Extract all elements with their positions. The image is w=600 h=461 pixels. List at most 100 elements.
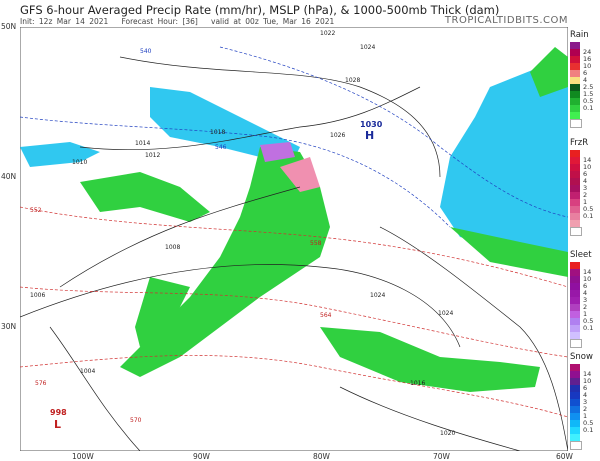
high-pressure-center: 1030 H — [360, 120, 383, 142]
legend-swatch — [570, 378, 580, 385]
legend-label: 6 — [583, 69, 588, 77]
thickness-labels: 552 558 564 570 576 — [30, 207, 332, 424]
legend-label: 0.1 — [583, 104, 594, 112]
legend-swatch — [570, 311, 580, 318]
legend-swatch — [570, 213, 580, 220]
lon-label: 90W — [193, 452, 210, 461]
legend-label: 3 — [583, 184, 588, 192]
legend-swatch — [570, 427, 580, 434]
legend-swatch — [570, 434, 580, 441]
svg-text:1028: 1028 — [345, 77, 360, 84]
thickness-warm — [20, 206, 568, 418]
legend-swatch — [570, 392, 580, 399]
legend-label: 10 — [583, 377, 592, 385]
legend-swatch — [570, 325, 580, 332]
map-title: GFS 6-hour Averaged Precip Rate (mm/hr),… — [20, 3, 500, 17]
legend-label: 0.5 — [583, 317, 594, 325]
legend-swatch — [570, 70, 580, 77]
legend-label: 2 — [583, 303, 588, 311]
legend-label: 24 — [583, 48, 592, 56]
legend-label: 1.5 — [583, 90, 594, 98]
svg-text:H: H — [365, 129, 374, 142]
legend-label: 1 — [583, 198, 588, 206]
legend-swatch — [570, 399, 580, 406]
lat-label: 50N — [1, 22, 17, 31]
legend-label: 4 — [583, 177, 588, 185]
legend-frzr: FrzR 14 10 6 4 3 2 1 0.5 0.1 — [570, 138, 600, 236]
legend-sleet: Sleet 14 10 6 4 3 2 1 0.5 0.1 — [570, 250, 600, 348]
lat-label: 40N — [1, 172, 17, 181]
svg-text:576: 576 — [35, 380, 47, 387]
legend-swatch — [570, 63, 580, 70]
legend-swatch — [570, 192, 580, 199]
legend-rain: Rain 24 16 10 6 4 2.5 1.5 0.5 0.1 — [570, 30, 600, 128]
svg-text:558: 558 — [310, 240, 322, 247]
precip-continental — [20, 87, 540, 392]
legend-swatch — [570, 227, 582, 236]
thickness-labels-cold: 540 546 — [140, 48, 227, 151]
svg-text:1004: 1004 — [80, 368, 95, 375]
legend-label: 10 — [583, 62, 592, 70]
legend-swatch — [570, 441, 582, 450]
legend-swatch — [570, 98, 580, 105]
legend-swatch — [570, 339, 582, 348]
svg-text:1024: 1024 — [438, 310, 453, 317]
legend-swatch — [570, 91, 580, 98]
legend-label: 0.5 — [583, 205, 594, 213]
isobars — [20, 56, 568, 451]
svg-text:1006: 1006 — [30, 292, 45, 299]
svg-text:546: 546 — [215, 144, 227, 151]
legend-swatch — [570, 283, 580, 290]
legend-swatch — [570, 206, 580, 213]
legend-swatch — [570, 269, 580, 276]
legend-swatch — [570, 164, 580, 171]
legend-label: 16 — [583, 55, 592, 63]
legend-label: 0.5 — [583, 419, 594, 427]
legend-label: 6 — [583, 282, 588, 290]
legend-swatch — [570, 297, 580, 304]
legend-swatch — [570, 157, 580, 164]
weather-map: 1022 1024 1028 1026 1018 1014 1012 1010 … — [20, 27, 568, 451]
svg-text:1030: 1030 — [360, 120, 383, 129]
legend-label: 0.1 — [583, 212, 594, 220]
svg-text:1022: 1022 — [320, 30, 335, 37]
legend-swatch — [570, 413, 580, 420]
svg-text:1014: 1014 — [135, 140, 150, 147]
legend-swatch — [570, 56, 580, 63]
legend-title: FrzR — [570, 138, 589, 148]
legend-label: 10 — [583, 275, 592, 283]
legend-label: 6 — [583, 170, 588, 178]
legend-label: 3 — [583, 398, 588, 406]
lon-label: 100W — [72, 452, 94, 461]
legend-swatch — [570, 276, 580, 283]
isobar-labels: 1022 1024 1028 1026 1018 1014 1012 1010 … — [30, 30, 455, 437]
valid-time: valid at 00z Tue, Mar 16 2021 — [211, 17, 335, 26]
legend-label: 2 — [583, 191, 588, 199]
legend-label: 1 — [583, 412, 588, 420]
legend-swatch — [570, 77, 580, 84]
legend-label: 4 — [583, 391, 588, 399]
lon-label: 70W — [433, 452, 450, 461]
legend-swatch — [570, 119, 582, 128]
legend-label: 0.1 — [583, 426, 594, 434]
legend-swatch — [570, 406, 580, 413]
legend-label: 14 — [583, 268, 592, 276]
svg-text:998: 998 — [50, 408, 67, 417]
legend-swatch — [570, 318, 580, 325]
svg-text:1020: 1020 — [440, 430, 455, 437]
svg-text:540: 540 — [140, 48, 152, 55]
legend-swatch — [570, 171, 580, 178]
map-subtitle: Init: 12z Mar 14 2021 Forecast Hour: [36… — [20, 17, 334, 26]
init-time: Init: 12z Mar 14 2021 — [20, 17, 109, 26]
legend-label: 4 — [583, 76, 588, 84]
legend-swatch — [570, 178, 580, 185]
legend-snow: Snow 14 10 6 4 3 2 1 0.5 0.1 — [570, 352, 600, 450]
svg-text:1026: 1026 — [330, 132, 345, 139]
low-pressure-center: 998 L — [50, 408, 67, 431]
legend-label: 1 — [583, 310, 588, 318]
lon-label: 80W — [313, 452, 330, 461]
legend-swatch — [570, 385, 580, 392]
legend-swatch — [570, 304, 580, 311]
legend-title: Sleet — [570, 250, 592, 260]
legend-label: 14 — [583, 370, 592, 378]
